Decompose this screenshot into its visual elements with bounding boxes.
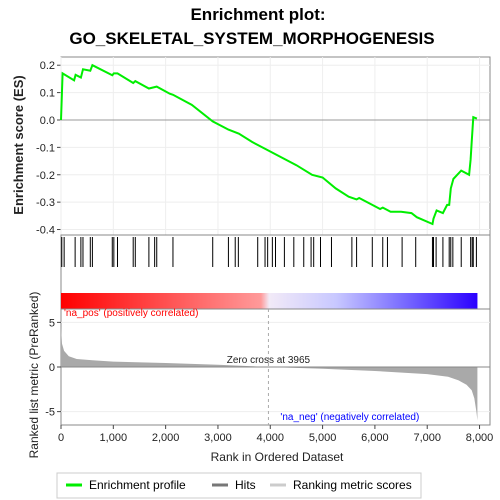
x-tick-label: 8,000 bbox=[466, 432, 494, 444]
x-tick-label: 7,000 bbox=[413, 432, 441, 444]
es-ytick-label: 0.0 bbox=[40, 115, 55, 127]
metric-ytick-label: 5 bbox=[49, 317, 55, 329]
x-axis: 0 1,000 2,000 3,000 4,000 5,000 6,000 7,000 8,00… bbox=[58, 425, 493, 444]
x-tick-label: 1,000 bbox=[100, 432, 128, 444]
zero-cross-label: Zero cross at 3965 bbox=[227, 355, 311, 366]
x-tick-label: 0 bbox=[58, 432, 64, 444]
es-ytick-label: 0.2 bbox=[40, 60, 55, 72]
legend-metric-label: Ranking metric scores bbox=[293, 478, 412, 492]
es-frame bbox=[60, 56, 491, 236]
chart-title-line2: GO_SKELETAL_SYSTEM_MORPHOGENESIS bbox=[69, 29, 434, 48]
legend-box bbox=[56, 472, 422, 499]
neg-correlated-label: 'na_neg' (negatively correlated) bbox=[280, 412, 419, 423]
x-tick-label: 5,000 bbox=[309, 432, 337, 444]
es-ytick-label: -0.1 bbox=[36, 142, 55, 154]
legend-es-label: Enrichment profile bbox=[89, 478, 186, 492]
x-tick-label: 3,000 bbox=[204, 432, 232, 444]
pos-correlated-label: 'na_pos' (positively correlated) bbox=[64, 308, 198, 319]
es-ylabel: Enrichment score (ES) bbox=[11, 75, 26, 214]
rank-color-bar bbox=[61, 293, 478, 309]
legend: Enrichment profile Hits Ranking metric s… bbox=[56, 472, 422, 499]
hits-panel bbox=[60, 234, 491, 310]
es-ytick-label: -0.3 bbox=[36, 197, 55, 209]
es-ytick-label: -0.4 bbox=[36, 225, 55, 237]
es-line bbox=[60, 63, 478, 226]
legend-hits-label: Hits bbox=[235, 478, 256, 492]
es-ytick-label: -0.2 bbox=[36, 170, 55, 182]
metric-ylabel: Ranked list metric (PreRanked) bbox=[27, 292, 41, 459]
metric-ytick-label: 0 bbox=[49, 362, 55, 374]
x-tick-label: 4,000 bbox=[257, 432, 285, 444]
es-ytick-label: 0.1 bbox=[40, 88, 55, 100]
x-tick-label: 6,000 bbox=[361, 432, 389, 444]
chart-title-line1: Enrichment plot: bbox=[190, 5, 325, 24]
x-axis-label: Rank in Ordered Dataset bbox=[211, 450, 344, 464]
metric-ytick-label: -5 bbox=[45, 407, 55, 419]
metric-panel: 5 0 -5 Zero cross at 3965 'na_pos' (positive… bbox=[45, 308, 491, 426]
x-tick-label: 2,000 bbox=[152, 432, 180, 444]
es-panel: 0.2 0.1 0.0 -0.1 -0.2 -0.3 -0.4 bbox=[36, 56, 491, 237]
